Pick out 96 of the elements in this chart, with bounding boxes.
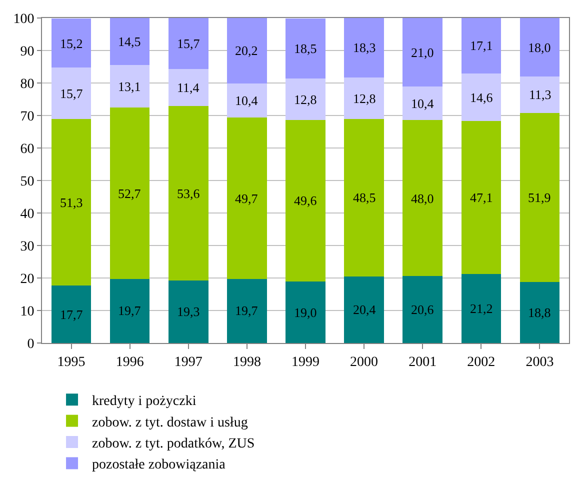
legend-label: pozostałe zobowiązania <box>92 458 226 473</box>
data-label: 17,1 <box>470 38 493 53</box>
bar <box>51 285 92 343</box>
y-tick-label: 20 <box>20 272 34 287</box>
bar <box>520 282 560 343</box>
data-label: 19,7 <box>235 303 258 318</box>
x-tick-label: 2003 <box>526 354 554 370</box>
bar <box>227 278 267 343</box>
data-label: 12,8 <box>294 92 317 107</box>
bar <box>520 18 560 76</box>
bar <box>402 18 443 86</box>
bar <box>344 119 384 277</box>
y-tick-label: 30 <box>20 239 34 254</box>
y-tick-label: 70 <box>20 109 34 124</box>
data-label: 51,3 <box>60 195 83 210</box>
x-tick-label: 2001 <box>408 354 437 370</box>
bar <box>461 274 502 343</box>
bar <box>51 118 92 286</box>
data-label: 20,4 <box>353 302 376 317</box>
legend-label: zobow. z tyt. podatków, ZUS <box>92 436 255 452</box>
y-tick-label: 0 <box>27 336 34 352</box>
y-tick-label: 40 <box>20 206 34 222</box>
bar <box>286 120 326 282</box>
x-tick-label: 1997 <box>174 354 202 370</box>
y-tick-label: 90 <box>20 44 34 60</box>
data-label: 15,2 <box>60 36 83 51</box>
bar <box>227 18 267 84</box>
bar <box>520 113 560 282</box>
bar <box>110 65 150 108</box>
data-label: 18,0 <box>528 40 551 55</box>
data-label: 18,3 <box>353 40 376 55</box>
y-tick-label: 80 <box>20 76 34 92</box>
bar <box>227 117 267 279</box>
y-tick-label: 100 <box>13 12 34 27</box>
data-label: 21,2 <box>470 301 493 316</box>
data-label: 20,6 <box>411 302 434 317</box>
bar <box>461 121 502 274</box>
data-label: 19,3 <box>177 304 200 319</box>
data-label: 10,4 <box>411 96 434 111</box>
data-label: 14,6 <box>470 90 494 105</box>
bar <box>168 280 208 343</box>
data-label: 52,7 <box>118 186 142 201</box>
x-tick-label: 1995 <box>57 354 86 370</box>
bar <box>461 74 502 122</box>
data-label: 17,7 <box>60 307 84 322</box>
bar <box>227 84 267 118</box>
x-tick-label: 1999 <box>292 354 320 370</box>
data-label: 49,7 <box>235 191 258 206</box>
data-label: 18,5 <box>294 41 317 56</box>
bar <box>344 18 384 78</box>
data-label: 14,5 <box>118 34 141 49</box>
data-label: 15,7 <box>177 36 200 51</box>
bar <box>402 120 443 276</box>
data-label: 15,7 <box>60 86 84 101</box>
bar <box>168 18 208 70</box>
bar <box>168 106 208 280</box>
data-label: 13,1 <box>118 79 141 94</box>
data-label: 10,4 <box>235 93 258 108</box>
x-tick-label: 2002 <box>467 354 496 370</box>
data-label: 48,0 <box>411 191 434 206</box>
y-tick-label: 50 <box>20 174 34 190</box>
bar <box>168 69 208 106</box>
bar <box>520 76 560 114</box>
bar <box>344 276 384 343</box>
bar <box>51 18 92 68</box>
bar <box>110 278 150 343</box>
bar <box>286 281 326 343</box>
data-label: 19,0 <box>294 305 317 320</box>
data-label: 49,6 <box>294 193 318 208</box>
x-tick-label: 1998 <box>232 354 261 370</box>
data-label: 12,8 <box>353 91 376 106</box>
data-label: 11,3 <box>529 87 552 102</box>
bar <box>461 18 502 74</box>
y-tick-label: 10 <box>20 304 34 320</box>
legend-label: kredyty i pożyczki <box>92 394 196 410</box>
bar <box>51 68 92 119</box>
data-label: 21,0 <box>411 45 434 60</box>
bar <box>344 77 384 120</box>
bar <box>286 78 326 120</box>
data-label: 51,9 <box>528 190 551 205</box>
x-tick-label: 1996 <box>116 354 144 370</box>
data-label: 48,5 <box>353 190 376 205</box>
data-label: 11,4 <box>177 80 200 95</box>
x-tick-label: 2000 <box>350 354 378 370</box>
bar <box>402 276 443 343</box>
y-tick-label: 60 <box>20 142 34 157</box>
bar <box>110 18 150 66</box>
bar <box>110 108 150 279</box>
legend-label: zobow. z tyt. dostaw i usług <box>92 415 248 430</box>
data-label: 47,1 <box>470 190 493 205</box>
bar <box>402 86 443 120</box>
bar <box>286 18 326 78</box>
data-label: 20,2 <box>235 43 258 58</box>
data-label: 53,6 <box>177 186 200 201</box>
data-label: 19,7 <box>118 303 142 318</box>
data-label: 18,8 <box>528 305 551 320</box>
